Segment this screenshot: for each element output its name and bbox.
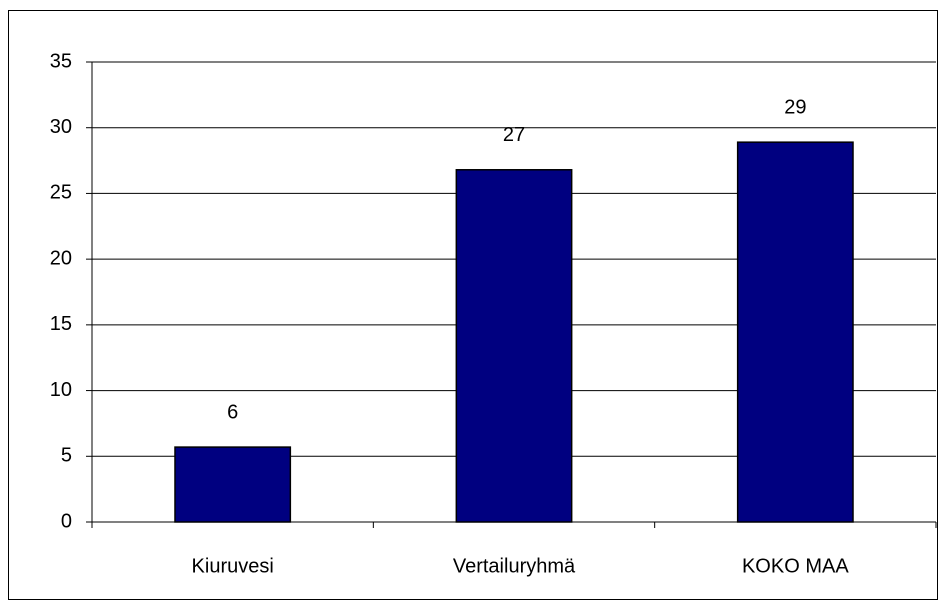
y-tick-label: 30 [50, 116, 72, 138]
data-label: 27 [503, 124, 525, 146]
y-tick-label: 20 [50, 247, 72, 269]
y-tick-label: 5 [61, 445, 72, 467]
y-tick-label: 15 [50, 313, 72, 335]
y-tick-label: 10 [50, 379, 72, 401]
data-label: 29 [784, 96, 806, 118]
x-tick-label: Vertailuryhmä [453, 555, 576, 577]
bar [174, 446, 292, 523]
bar [455, 169, 573, 523]
x-tick-label: Kiuruvesi [192, 555, 274, 577]
data-label: 6 [227, 401, 238, 423]
x-tick-label: KOKO MAA [742, 555, 849, 577]
y-tick-label: 0 [61, 510, 72, 532]
bar [736, 141, 854, 523]
y-tick-label: 25 [50, 182, 72, 204]
y-tick-label: 35 [50, 50, 72, 72]
